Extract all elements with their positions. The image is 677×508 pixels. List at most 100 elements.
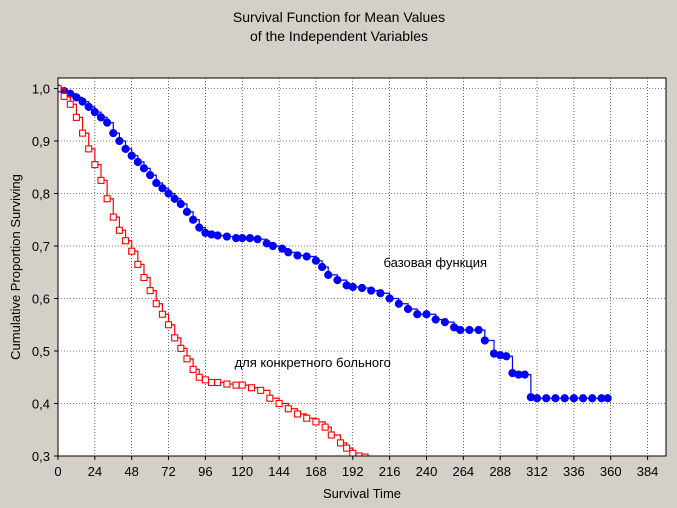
series-group xyxy=(58,84,612,456)
x-axis-label: Survival Time xyxy=(323,486,401,501)
data-point xyxy=(201,376,209,384)
data-point xyxy=(238,381,246,389)
y-tick-label: 0,8 xyxy=(32,187,50,202)
data-point xyxy=(122,237,130,245)
data-point xyxy=(268,241,278,251)
data-point xyxy=(293,251,302,260)
annotation-label: базовая функция xyxy=(383,255,487,270)
x-tick-label: 240 xyxy=(416,464,438,479)
y-tick-label: 0,3 xyxy=(32,449,50,464)
data-point xyxy=(603,394,612,403)
data-point xyxy=(367,286,376,295)
x-tick-label: 144 xyxy=(268,464,290,479)
data-point xyxy=(357,283,367,293)
data-point xyxy=(302,252,311,261)
data-point xyxy=(109,129,118,138)
y-tick-label: 0,6 xyxy=(32,292,50,307)
data-point xyxy=(176,199,185,209)
data-point xyxy=(103,195,111,203)
data-point xyxy=(321,423,329,431)
data-point xyxy=(140,273,148,282)
data-point xyxy=(275,399,283,408)
data-point xyxy=(413,310,422,319)
data-point xyxy=(121,144,130,153)
data-point xyxy=(502,352,511,361)
data-point xyxy=(355,452,363,456)
data-point xyxy=(520,370,529,379)
data-point xyxy=(195,223,204,232)
x-tick-label: 336 xyxy=(563,464,585,479)
x-axis-ticks: 0 24 48 72 96 120 144 168 192 216 240 264 288 312 336 3… xyxy=(54,456,658,479)
x-tick-label: 360 xyxy=(600,464,622,479)
x-tick-label: 312 xyxy=(526,464,548,479)
data-point xyxy=(171,334,179,342)
data-point xyxy=(214,378,222,387)
x-tick-label: 216 xyxy=(379,464,401,479)
data-point xyxy=(152,178,161,188)
data-point xyxy=(348,282,357,292)
data-point xyxy=(376,289,385,298)
data-point xyxy=(103,118,112,127)
data-point xyxy=(284,248,293,257)
data-point xyxy=(72,113,80,121)
data-point xyxy=(72,93,81,102)
data-point xyxy=(474,325,483,335)
data-point xyxy=(139,164,149,173)
x-tick-label: 168 xyxy=(305,464,327,479)
y-tick-label: 0,4 xyxy=(32,397,50,412)
data-point xyxy=(333,276,342,285)
data-point xyxy=(164,189,173,198)
plot-frame xyxy=(57,77,667,457)
data-point xyxy=(128,247,136,255)
data-point xyxy=(324,270,333,279)
data-point xyxy=(97,176,105,184)
data-point xyxy=(96,113,106,122)
data-point xyxy=(115,136,124,146)
series-2 xyxy=(58,84,369,456)
data-point xyxy=(90,108,99,117)
x-tick-label: 384 xyxy=(637,464,659,479)
data-point xyxy=(177,344,185,352)
data-point xyxy=(465,325,474,335)
data-point xyxy=(245,234,255,243)
y-tick-label: 0,7 xyxy=(32,239,50,254)
data-point xyxy=(542,394,551,403)
data-point xyxy=(232,381,240,389)
x-tick-label: 120 xyxy=(231,464,253,479)
data-point xyxy=(311,256,321,265)
data-point xyxy=(170,194,179,203)
data-point xyxy=(284,405,292,413)
data-point xyxy=(66,100,74,108)
data-point xyxy=(207,378,216,387)
series-1 xyxy=(58,84,612,403)
data-point xyxy=(189,365,197,373)
y-axis-ticks: 0,3 0,4 0,5 0,6 0,7 0,8 0,9 1,0 xyxy=(32,82,58,464)
data-point xyxy=(134,260,142,268)
data-point xyxy=(223,380,231,388)
chart-title-line-1: Survival Function for Mean Values xyxy=(233,9,445,25)
data-point xyxy=(317,262,327,272)
x-tick-label: 288 xyxy=(489,464,511,479)
data-point xyxy=(293,410,302,418)
data-point xyxy=(312,418,320,426)
data-point xyxy=(578,394,588,403)
data-point xyxy=(588,394,597,403)
data-point xyxy=(195,373,203,381)
data-point xyxy=(158,184,167,193)
data-point xyxy=(213,231,222,240)
data-point xyxy=(115,226,123,234)
data-point xyxy=(133,157,142,167)
x-tick-label: 96 xyxy=(198,464,212,479)
annotations: базовая функция для конкретного больного xyxy=(235,255,488,370)
x-tick-label: 0 xyxy=(54,464,61,479)
x-tick-label: 24 xyxy=(88,464,102,479)
data-point xyxy=(85,145,93,153)
data-point xyxy=(336,439,345,447)
data-point xyxy=(164,321,173,329)
data-point xyxy=(303,414,311,422)
data-point xyxy=(60,92,68,100)
data-point xyxy=(480,336,489,345)
x-tick-label: 264 xyxy=(452,464,474,479)
data-point xyxy=(278,244,287,253)
